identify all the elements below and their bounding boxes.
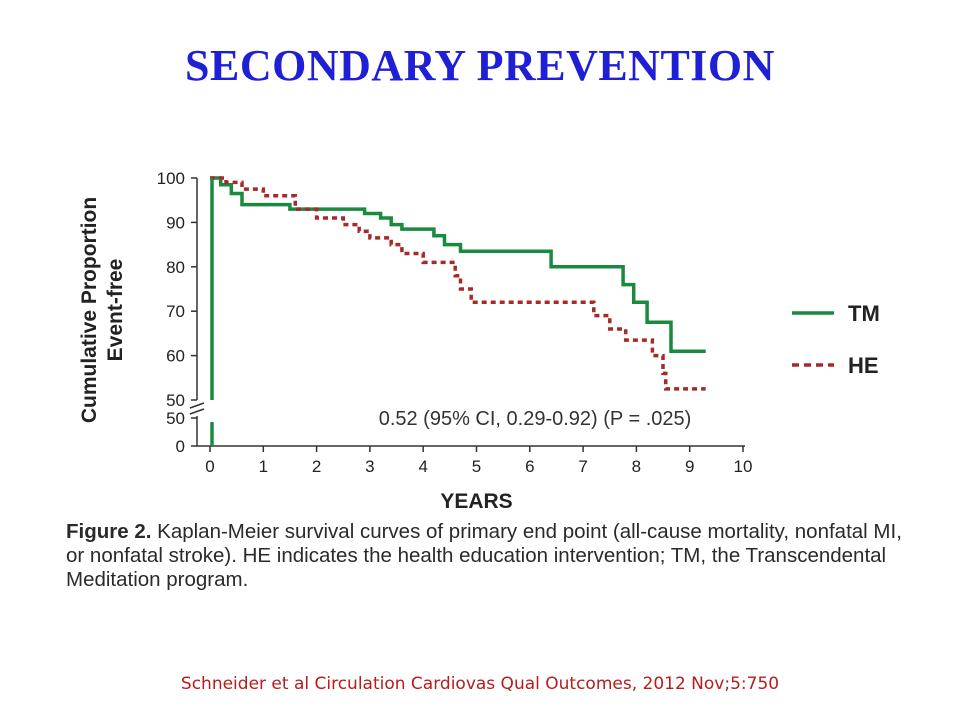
y-axis-label: Cumulative Proportion Event-free — [78, 197, 127, 423]
x-tick-label: 5 — [472, 457, 481, 476]
y-tick-label: 50 — [166, 391, 185, 410]
x-tick-label: 3 — [365, 457, 374, 476]
caption-text: Kaplan-Meier survival curves of primary … — [66, 520, 902, 591]
series-line-tm — [210, 176, 706, 353]
x-tick-label: 8 — [632, 457, 641, 476]
x-tick-label: 2 — [312, 457, 321, 476]
y-tick-label: 80 — [166, 258, 185, 277]
x-axis-label: YEARS — [440, 490, 512, 513]
y-tick-label: 90 — [166, 213, 185, 232]
x-tick-label: 4 — [418, 457, 427, 476]
axis-break-mark — [189, 408, 205, 415]
y-axis-label-line: Cumulative Proportion — [78, 197, 101, 423]
x-tick-label: 0 — [205, 457, 214, 476]
y-axis-label-line: Event-free — [104, 259, 127, 362]
x-tick-label: 7 — [578, 457, 587, 476]
y-tick-label: 100 — [157, 169, 185, 188]
legend-label-tm: TM — [848, 301, 880, 326]
x-tick-label: 10 — [734, 457, 753, 476]
hazard-ratio-annotation: 0.52 (95% CI, 0.29-0.92) (P = .025) — [379, 408, 692, 430]
axis-break-mark — [189, 402, 205, 409]
caption-label: Figure 2. — [66, 520, 152, 543]
y-break-tick-label: 50 — [166, 409, 185, 428]
citation: Schneider et al Circulation Cardiovas Qu… — [180, 674, 780, 694]
figure-caption: Figure 2. Kaplan-Meier survival curves o… — [66, 520, 906, 592]
y-tick-label: 60 — [166, 347, 185, 366]
y-tick-label: 70 — [166, 302, 185, 321]
x-tick-label: 1 — [259, 457, 268, 476]
y-break-tick-label: 0 — [176, 437, 185, 456]
x-tick-label: 6 — [525, 457, 534, 476]
x-tick-label: 9 — [685, 457, 694, 476]
slide-title: SECONDARY PREVENTION — [185, 41, 775, 90]
legend-label-he: HE — [848, 353, 879, 378]
